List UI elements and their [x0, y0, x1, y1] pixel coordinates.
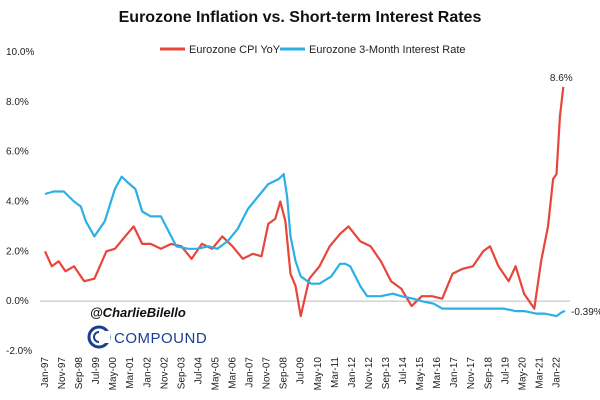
x-tick-label: May-05: [210, 357, 221, 391]
x-tick-label: May-00: [108, 357, 119, 391]
y-tick-label: 0.0%: [6, 296, 29, 307]
watermark: @CharlieBilello COMPOUND: [87, 305, 207, 349]
x-tick-label: Jan-17: [449, 357, 460, 388]
y-tick-label: 6.0%: [6, 147, 29, 158]
x-tick-label: Mar-11: [330, 357, 341, 388]
y-axis: -2.0% 0.0% 2.0% 4.0% 6.0% 8.0% 10.0%: [6, 47, 34, 357]
legend-label-cpi: Eurozone CPI YoY: [189, 44, 281, 56]
x-tick-label: Nov-02: [159, 357, 170, 390]
x-axis: Jan-97 Nov-97 Sep-98 Jul-99 May-00 Mar-01 Jan-…: [40, 357, 562, 391]
legend-label-rate: Eurozone 3-Month Interest Rate: [309, 44, 466, 56]
x-tick-label: Sep-03: [176, 357, 187, 390]
handle-text: @CharlieBilello: [90, 305, 186, 320]
legend: Eurozone CPI YoY Eurozone 3-Month Intere…: [160, 44, 466, 56]
x-tick-label: Jan-02: [142, 357, 153, 388]
y-tick-label: -2.0%: [6, 346, 32, 357]
x-tick-label: Nov-07: [262, 357, 273, 390]
x-tick-label: Mar-21: [534, 357, 545, 389]
compound-logo-icon: [87, 325, 111, 349]
y-tick-label: 10.0%: [6, 47, 34, 58]
data-label-cpi: 8.6%: [550, 73, 573, 84]
brand-text: COMPOUND: [114, 330, 207, 347]
x-tick-label: May-15: [415, 357, 426, 391]
data-labels: 8.6% -0.39%: [550, 73, 600, 318]
x-tick-label: Mar-06: [228, 357, 239, 389]
x-tick-label: Jan-22: [551, 357, 562, 388]
x-tick-label: Sep-98: [74, 357, 85, 390]
y-tick-label: 4.0%: [6, 197, 29, 208]
x-tick-label: Nov-97: [57, 357, 68, 390]
x-tick-label: Nov-17: [466, 357, 477, 390]
x-tick-label: Jul-19: [500, 357, 511, 385]
x-tick-label: Mar-16: [432, 357, 443, 389]
x-tick-label: Jan-12: [347, 357, 358, 388]
x-tick-label: Jul-04: [193, 357, 204, 385]
x-tick-label: Jan-07: [245, 357, 256, 388]
x-tick-label: May-20: [517, 357, 528, 391]
y-tick-label: 8.0%: [6, 97, 29, 108]
x-tick-label: Sep-18: [483, 357, 494, 390]
y-tick-label: 2.0%: [6, 246, 29, 257]
x-tick-label: Nov-12: [364, 357, 375, 390]
chart-title: Eurozone Inflation vs. Short-term Intere…: [119, 9, 482, 26]
rate-series-line: [44, 173, 566, 318]
x-tick-label: Sep-13: [381, 357, 392, 390]
x-tick-label: Mar-01: [125, 357, 136, 389]
data-label-rate: -0.39%: [571, 307, 600, 318]
x-tick-label: Jan-97: [40, 357, 51, 388]
x-tick-label: Sep-08: [279, 357, 290, 390]
series-lines: [43, 86, 566, 318]
x-tick-label: Jul-99: [91, 357, 102, 385]
cpi-series-line: [43, 86, 565, 318]
x-tick-label: Jul-14: [398, 357, 409, 385]
x-tick-label: May-10: [313, 357, 324, 391]
x-tick-label: Jul-09: [296, 357, 307, 385]
